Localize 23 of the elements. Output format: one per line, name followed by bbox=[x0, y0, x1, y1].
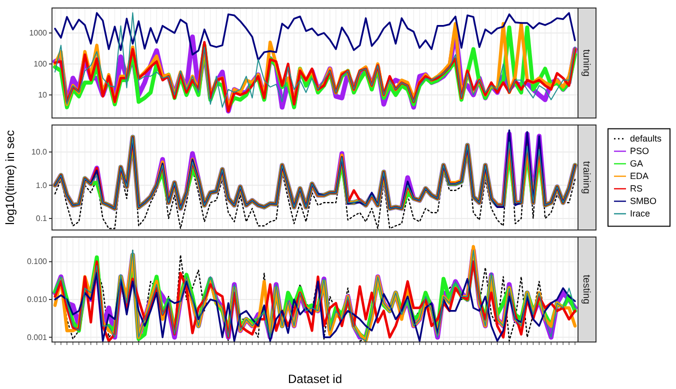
y-tick-label: 1000 bbox=[29, 28, 48, 38]
y-tick-label: 1.0 bbox=[36, 180, 48, 190]
legend-label: SMBO bbox=[630, 196, 657, 206]
text: tuning bbox=[580, 49, 592, 77]
text: training bbox=[580, 161, 592, 194]
y-tick-label: 10 bbox=[38, 90, 48, 100]
line-series bbox=[54, 272, 576, 342]
y-tick-label: 100 bbox=[34, 60, 48, 69]
y-tick-label: 10.0 bbox=[31, 148, 48, 157]
y-tick-label: 0.1 bbox=[36, 214, 48, 224]
legend-label: Irace bbox=[630, 208, 650, 219]
legend-label: RS bbox=[630, 184, 643, 194]
text: testing bbox=[580, 274, 592, 304]
legend-label: GA bbox=[630, 158, 644, 169]
x-axis-title: Dataset id bbox=[288, 372, 342, 386]
legend-label: PSO bbox=[630, 146, 650, 156]
line-series bbox=[54, 12, 576, 61]
y-tick-label: 0.010 bbox=[26, 295, 48, 304]
y-tick-label: 0.100 bbox=[26, 257, 48, 266]
y-axis-title: log10(time) in sec bbox=[3, 130, 17, 225]
y-tick-label: 0.001 bbox=[26, 332, 48, 342]
legend-label: defaults bbox=[630, 134, 662, 144]
legend-label: EDA bbox=[630, 171, 649, 182]
